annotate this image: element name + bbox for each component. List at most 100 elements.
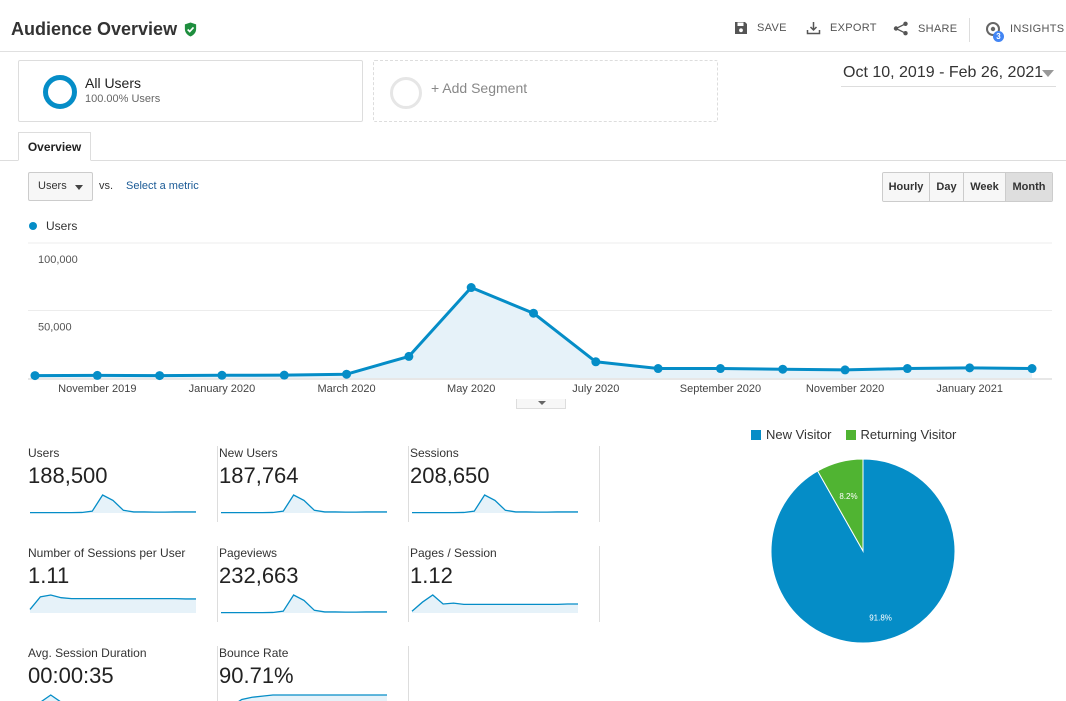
- users-data-point[interactable]: [715, 364, 725, 374]
- metric-sparkline: [30, 494, 196, 514]
- granularity-hourly-button[interactable]: Hourly: [883, 173, 930, 201]
- empty-segment-ring-icon: [390, 77, 422, 109]
- sparkline-area: [221, 595, 387, 613]
- metric-card[interactable]: Sessions 208,650: [410, 446, 600, 526]
- users-data-point[interactable]: [529, 308, 538, 318]
- vs-label: vs.: [99, 180, 114, 192]
- metric-card-divider: [599, 546, 600, 622]
- metric-card[interactable]: New Users 187,764: [219, 446, 409, 526]
- metric-value: 208,650: [410, 463, 490, 488]
- metric-dropdown-value: Users: [38, 180, 67, 192]
- insights-label: INSIGHTS: [1010, 23, 1065, 35]
- metric-label: Users: [28, 446, 60, 460]
- metric-card-divider: [408, 546, 409, 622]
- metric-label: Pageviews: [219, 546, 278, 560]
- users-legend-label: Users: [46, 219, 78, 233]
- pie-legend-new-visitor[interactable]: New Visitor: [751, 427, 832, 442]
- users-data-point[interactable]: [92, 370, 102, 380]
- pie-legend-returning-visitor[interactable]: Returning Visitor: [845, 427, 956, 442]
- export-icon: [806, 22, 821, 35]
- share-button[interactable]: SHARE: [893, 21, 957, 36]
- metric-card[interactable]: Number of Sessions per User 1.11: [28, 546, 218, 626]
- select-metric-link[interactable]: Select a metric: [126, 180, 199, 192]
- metric-label: Bounce Rate: [219, 646, 289, 660]
- verified-shield-icon: [184, 22, 197, 37]
- insights-button[interactable]: INSIGHTS: [985, 21, 1064, 37]
- granularity-day-button[interactable]: Day: [930, 173, 964, 201]
- metric-card[interactable]: Avg. Session Duration 00:00:35: [28, 646, 218, 701]
- users-data-point[interactable]: [902, 364, 912, 374]
- collapse-arrow-icon: [538, 401, 546, 405]
- metric-sparkline: [40, 694, 61, 701]
- metric-sparkline: [412, 494, 578, 514]
- sparkline-area: [239, 695, 387, 701]
- sparkline-line: [221, 594, 387, 614]
- dropdown-arrow-icon: [75, 185, 83, 190]
- x-tick-label: March 2020: [318, 383, 376, 395]
- metric-card-divider: [217, 446, 218, 522]
- metric-value: 90.71%: [219, 663, 294, 688]
- granularity-month-button[interactable]: Month: [1006, 173, 1052, 201]
- save-label: SAVE: [757, 22, 787, 34]
- metric-label: Avg. Session Duration: [28, 646, 147, 660]
- users-data-point[interactable]: [279, 370, 289, 380]
- sparkline-area: [30, 595, 196, 613]
- sparkline-area: [30, 495, 196, 513]
- share-label: SHARE: [918, 22, 958, 35]
- users-data-point[interactable]: [1027, 364, 1037, 374]
- pie-legend-new-label: New Visitor: [766, 427, 832, 442]
- metric-sparkline: [221, 494, 387, 514]
- add-segment-button[interactable]: + Add Segment: [373, 60, 718, 122]
- new-visitor-swatch: [751, 430, 761, 440]
- metric-value: 187,764: [219, 463, 299, 488]
- granularity-buttons: Hourly Day Week Month: [882, 172, 1053, 202]
- users-data-point[interactable]: [30, 371, 40, 381]
- users-data-point[interactable]: [466, 283, 476, 293]
- metric-value: 232,663: [219, 563, 299, 588]
- users-data-point[interactable]: [653, 364, 663, 374]
- users-data-point[interactable]: [778, 364, 788, 374]
- export-label: EXPORT: [830, 22, 877, 34]
- users-data-point[interactable]: [404, 351, 414, 361]
- tab-overview[interactable]: Overview: [18, 132, 91, 161]
- sparkline-area: [412, 495, 578, 513]
- header-divider: [969, 18, 970, 42]
- collapse-chart-toggle[interactable]: [516, 399, 566, 409]
- metric-card[interactable]: Users 188,500: [28, 446, 218, 526]
- date-range-picker[interactable]: Oct 10, 2019 - Feb 26, 2021: [841, 60, 1056, 87]
- users-legend-marker: [29, 222, 37, 230]
- segment-all-users[interactable]: All Users 100.00% Users: [18, 60, 363, 122]
- metric-card[interactable]: Bounce Rate 90.71%: [219, 646, 409, 701]
- users-data-point[interactable]: [591, 357, 601, 367]
- pie-slice-returning-visitor[interactable]: [816, 458, 864, 553]
- x-tick-label: January 2021: [936, 383, 1003, 395]
- sparkline-line: [411, 594, 578, 612]
- users-data-point[interactable]: [342, 369, 352, 379]
- metric-card[interactable]: Pageviews 232,663: [219, 546, 409, 626]
- metric-sparkline: [221, 594, 387, 614]
- metric-sparkline: [29, 594, 196, 613]
- granularity-week-button[interactable]: Week: [964, 173, 1006, 201]
- sparkline-line: [29, 594, 196, 610]
- sparkline-area: [42, 695, 60, 701]
- page-header: Audience Overview SAVE EXPORT SHARE: [0, 0, 1066, 52]
- segment-percentage: 100.00% Users: [85, 93, 161, 105]
- users-data-point[interactable]: [155, 371, 165, 381]
- x-tick-label: July 2020: [572, 383, 619, 395]
- metric-label: Sessions: [410, 446, 459, 460]
- export-button[interactable]: EXPORT: [806, 21, 877, 35]
- segment-ring-icon: [43, 75, 77, 109]
- save-icon: [735, 22, 747, 34]
- users-data-point[interactable]: [217, 370, 227, 380]
- segment-name: All Users: [85, 75, 142, 91]
- metric-dropdown[interactable]: Users: [28, 172, 93, 201]
- y-tick-label: 50,000: [38, 322, 72, 334]
- metric-card-divider: [408, 646, 409, 701]
- page-title: Audience Overview: [11, 19, 198, 40]
- users-data-point[interactable]: [965, 363, 975, 373]
- users-data-point[interactable]: [840, 365, 850, 375]
- metric-value: 1.12: [410, 563, 453, 588]
- share-icon: [893, 21, 908, 36]
- save-button[interactable]: SAVE: [734, 21, 787, 35]
- metric-card[interactable]: Pages / Session 1.12: [410, 546, 600, 626]
